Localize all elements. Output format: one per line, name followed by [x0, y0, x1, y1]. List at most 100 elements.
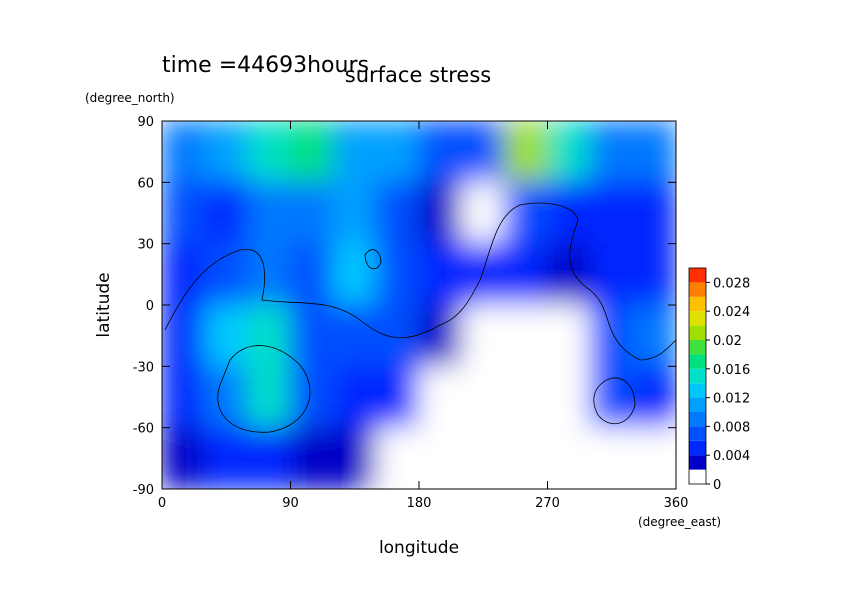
y-tick-label: 90: [137, 115, 154, 130]
cell: [332, 121, 378, 184]
cell: [332, 242, 378, 306]
colorbar-swatch: [689, 383, 706, 398]
cell: [203, 181, 249, 245]
cell: [589, 304, 635, 368]
cell: [503, 181, 549, 245]
cell: [289, 242, 335, 306]
cell: [460, 426, 506, 489]
colorbar-tick-label: 0.016: [713, 363, 750, 378]
cell: [289, 304, 335, 368]
coastline: [364, 249, 382, 270]
cell: [546, 121, 592, 184]
cell: [503, 365, 549, 429]
x-tick-label: 360: [664, 496, 689, 511]
cell: [332, 426, 378, 489]
y-axis-label: latitude: [94, 272, 114, 337]
cell: [246, 181, 292, 245]
cell: [332, 304, 378, 368]
y-units: (degree_north): [85, 91, 175, 105]
colorbar-swatch: [689, 426, 706, 441]
colorbar-tick-label: 0.012: [713, 392, 750, 407]
y-tick-label: -30: [133, 360, 154, 375]
cell: [289, 121, 335, 184]
cell: [589, 242, 635, 306]
colorbar-tick-label: 0.004: [713, 449, 750, 464]
colorbar-swatch: [689, 455, 706, 470]
colorbar-swatch: [689, 440, 706, 456]
cell: [546, 181, 592, 245]
cell: [503, 121, 549, 184]
cell: [546, 365, 592, 429]
cell: [418, 365, 463, 429]
cell: [162, 365, 206, 429]
cell: [503, 304, 549, 368]
cell: [418, 426, 463, 489]
x-axis-label: longitude: [379, 538, 459, 558]
cell: [162, 121, 206, 184]
cell: [246, 365, 292, 429]
cell: [546, 426, 592, 489]
cell: [246, 426, 292, 489]
cell: [589, 121, 635, 184]
colorbar-swatch: [689, 282, 706, 297]
cell: [162, 426, 206, 489]
cell: [460, 304, 506, 368]
colorbar-swatch: [689, 296, 706, 312]
colorbar-swatch: [689, 340, 706, 355]
y-tick-label: 0: [146, 299, 154, 314]
colorbar-swatch: [689, 412, 706, 427]
colorbar-tick-label: 0.024: [713, 305, 750, 320]
cell: [375, 304, 420, 368]
colorbar-frame: [688, 267, 707, 485]
y-tick-label: 60: [137, 176, 154, 191]
cell: [203, 365, 249, 429]
cell: [503, 426, 549, 489]
cell: [375, 426, 420, 489]
cell: [246, 121, 292, 184]
cell: [460, 365, 506, 429]
colorbar-swatch: [689, 325, 706, 340]
cell: [203, 304, 249, 368]
cell: [632, 304, 676, 368]
x-tick-label: 0: [158, 496, 166, 511]
cell: [162, 304, 206, 368]
cell: [375, 181, 420, 245]
colorbar-tick-label: 0.02: [713, 334, 742, 349]
cell: [418, 121, 463, 184]
cell: [375, 121, 420, 184]
cell: [332, 181, 378, 245]
cell: [418, 242, 463, 306]
x-units: (degree_east): [638, 515, 721, 529]
cell: [632, 365, 676, 429]
cell: [289, 181, 335, 245]
cell: [418, 304, 463, 368]
cell: [632, 426, 676, 489]
cell: [332, 365, 378, 429]
colorbar-swatch: [689, 311, 706, 326]
coastlines: [164, 202, 676, 433]
y-tick-label: -90: [133, 483, 154, 498]
cell: [632, 121, 676, 184]
cell: [460, 242, 506, 306]
colorbar-swatch: [689, 354, 706, 369]
cell: [589, 181, 635, 245]
cell: [375, 365, 420, 429]
cell: [203, 242, 249, 306]
colorbar-swatch: [689, 397, 706, 412]
colorbar-swatch: [689, 268, 706, 283]
colorbar-swatch: [689, 368, 706, 384]
cell: [546, 242, 592, 306]
cells: [162, 121, 676, 489]
chart-title: surface stress: [345, 63, 491, 87]
y-tick-label: -60: [133, 422, 154, 437]
cell: [375, 242, 420, 306]
cell: [246, 242, 292, 306]
cell: [246, 304, 292, 368]
subtitle: time =44693hours: [162, 53, 369, 78]
cell: [203, 121, 249, 184]
field: [162, 121, 676, 489]
cell: [460, 121, 506, 184]
x-tick-label: 270: [535, 496, 560, 511]
coastline: [593, 377, 636, 425]
